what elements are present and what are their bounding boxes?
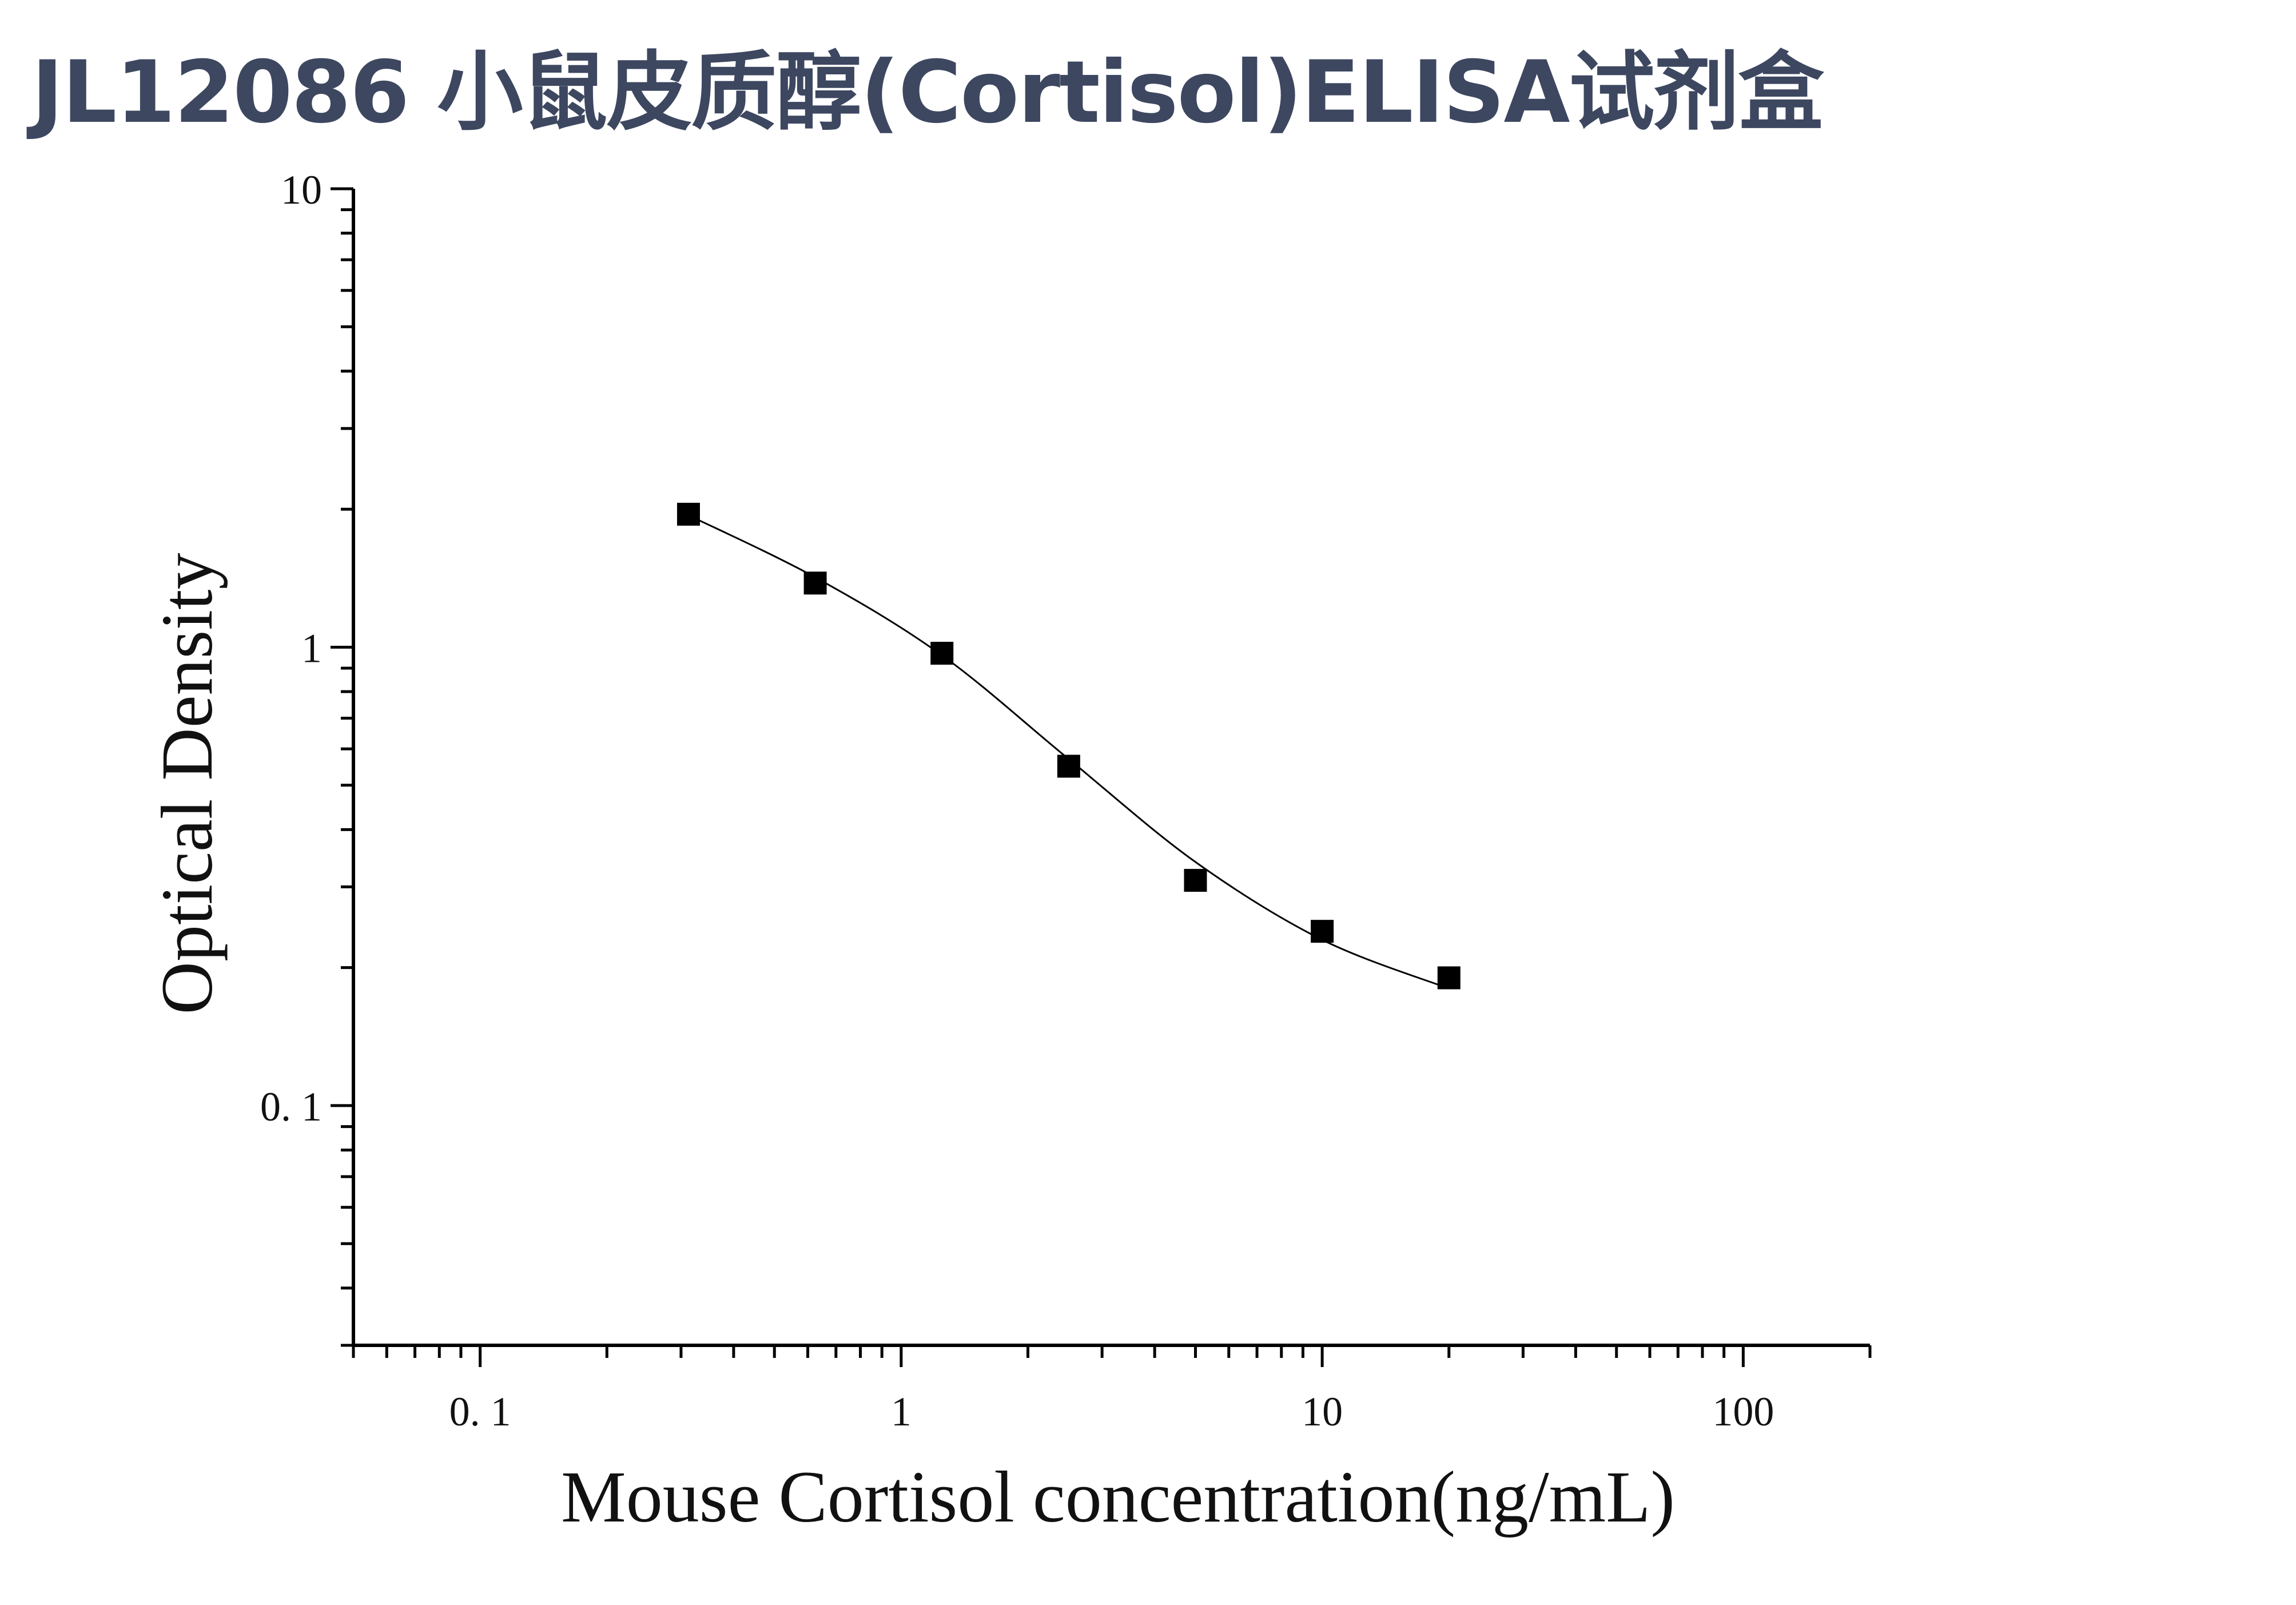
x-tick-label: 100 [1712,1389,1774,1435]
x-axis-title: Mouse Cortisol concentration(ng/mL) [561,1456,1675,1538]
axes [331,187,1872,1367]
x-tick-label: 10 [1302,1389,1343,1435]
x-tick-label: 0. 1 [449,1389,511,1435]
data-point [930,642,954,665]
data-point [1057,754,1080,778]
y-tick-label: 1 [301,625,322,671]
data-points-layer [677,503,1461,990]
data-point [1437,966,1461,990]
fit-curve-layer [688,514,1450,990]
data-point [803,571,827,595]
x-tick-label: 1 [891,1389,912,1435]
y-axis-title: Optical Density [146,553,228,1015]
tick-labels-layer: 0. 1 1 10 100 0. 1 1 10 [260,167,1774,1435]
data-point [1311,920,1334,943]
data-point [677,503,700,526]
chart-title: JL12086 小鼠皮质醇(Cortisol)ELISA试剂盒 [31,43,1824,142]
data-point [1184,869,1207,892]
y-tick-label: 10 [281,167,322,213]
fit-curve [688,514,1450,990]
y-tick-label: 0. 1 [260,1084,322,1130]
